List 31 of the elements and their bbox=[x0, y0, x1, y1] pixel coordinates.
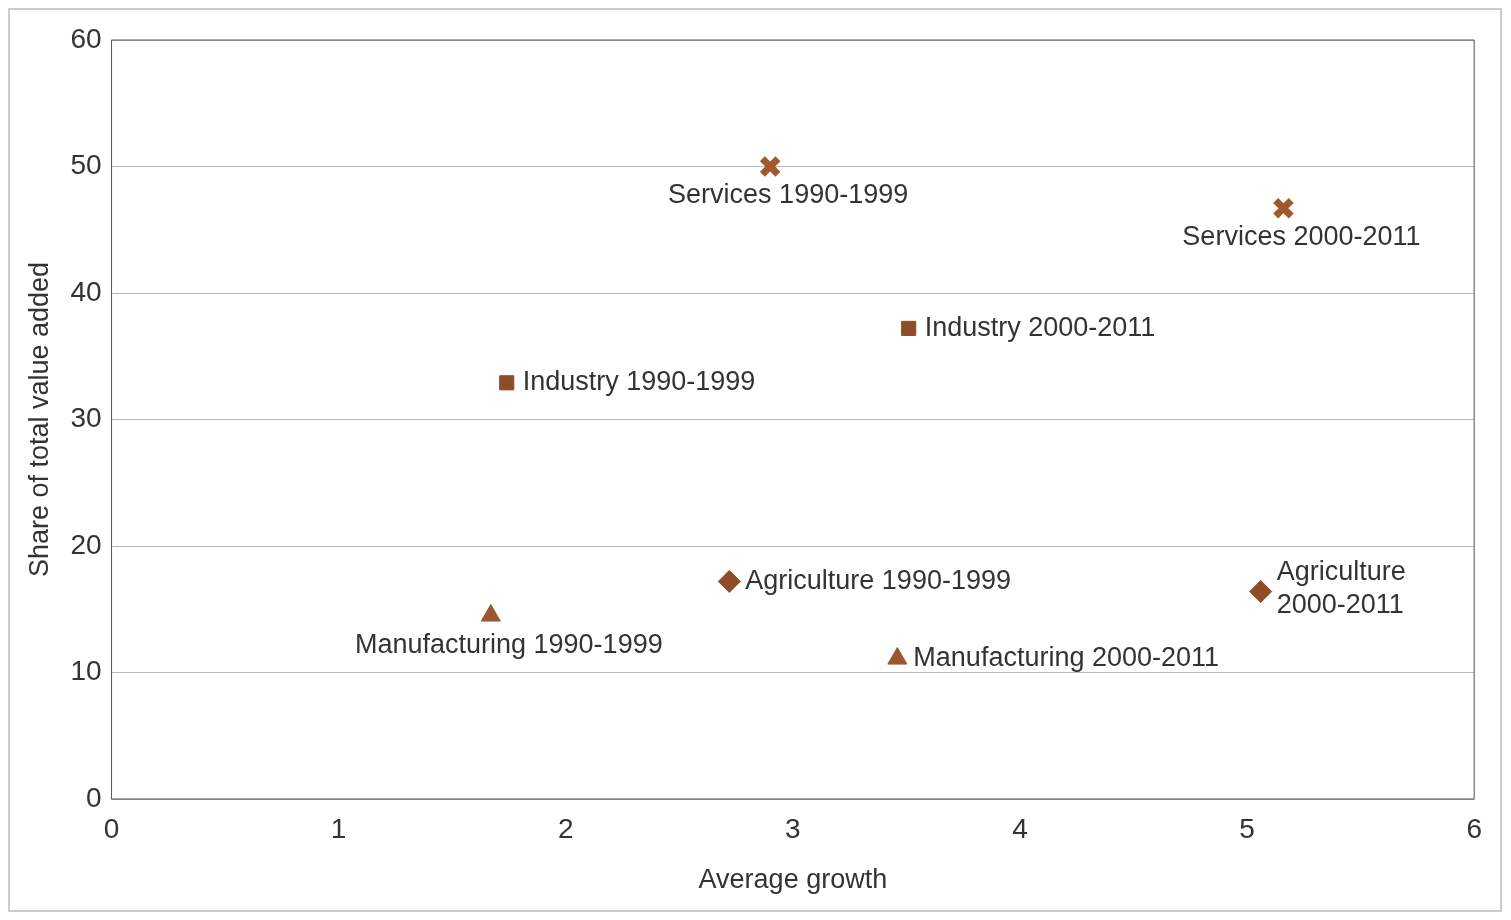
series-label: Agriculture 1990-1999 bbox=[745, 564, 1011, 595]
y-tick-label: 50 bbox=[70, 149, 102, 181]
point bbox=[717, 569, 741, 593]
series-label: Agriculture 2000-2011 bbox=[1276, 555, 1406, 619]
x-tick-label: 6 bbox=[1466, 812, 1482, 844]
series-label: Industry 2000-2011 bbox=[924, 311, 1156, 342]
series-label: Services 2000-2011 bbox=[1182, 221, 1421, 252]
point bbox=[480, 604, 501, 622]
y-tick-label: 30 bbox=[70, 402, 102, 434]
point bbox=[758, 155, 782, 178]
x-tick-label: 2 bbox=[557, 812, 574, 844]
series-label: Manufacturing 1990-1999 bbox=[354, 628, 663, 659]
y-tick-label: 40 bbox=[70, 275, 102, 307]
y-tick-label: 60 bbox=[70, 22, 102, 54]
series-label: Services 1990-1999 bbox=[668, 179, 909, 210]
x-tick-label: 1 bbox=[330, 812, 347, 844]
point bbox=[499, 375, 515, 391]
y-axis-title: Share of total value added bbox=[23, 261, 54, 578]
point bbox=[887, 647, 908, 665]
series-label: Manufacturing 2000-2011 bbox=[913, 642, 1220, 673]
point bbox=[1272, 196, 1295, 220]
x-axis-title: Average growth bbox=[698, 864, 888, 895]
x-tick-label: 3 bbox=[785, 812, 801, 844]
y-tick-label: 10 bbox=[70, 655, 102, 687]
x-tick-label: 4 bbox=[1012, 812, 1028, 844]
y-tick-label: 0 bbox=[85, 781, 102, 813]
point bbox=[901, 320, 917, 336]
point bbox=[1249, 580, 1273, 604]
series-label: Industry 1990-1999 bbox=[522, 366, 756, 397]
x-tick-label: 5 bbox=[1239, 812, 1255, 844]
y-tick-label: 20 bbox=[70, 528, 102, 560]
